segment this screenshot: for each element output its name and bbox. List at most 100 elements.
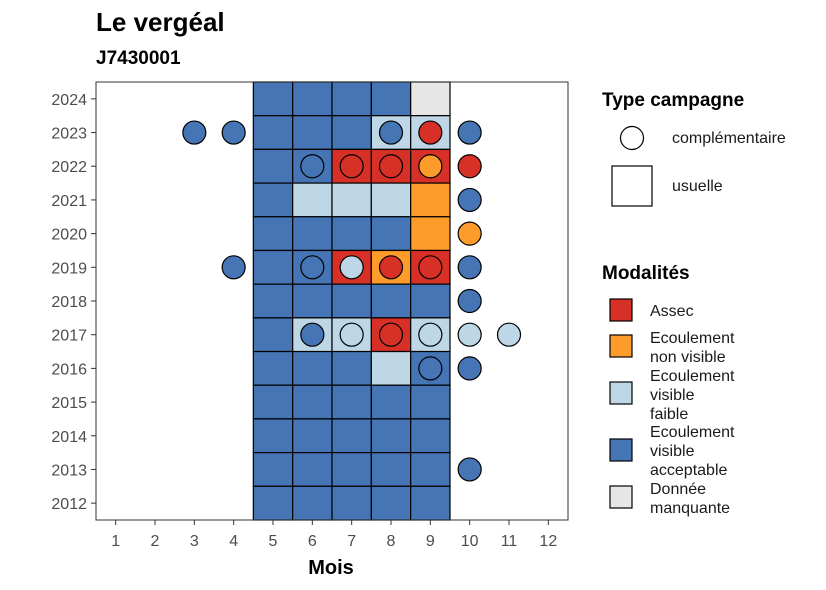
x-tick-label-6: 6 [308,533,317,550]
cell-2013-8 [370,452,412,487]
cell-2012-8 [370,485,412,521]
cell-2015-8 [370,384,412,420]
legend-key-ecoulement_visible_faible [609,381,633,405]
cell-2018-8 [370,283,412,319]
y-tick-label-2021: 2021 [51,193,87,210]
y-tick-label-2017: 2017 [51,328,87,345]
y-tick-label-2019: 2019 [51,260,87,277]
cell-2014-7 [331,418,372,454]
legend-key-assec [609,298,633,322]
cell-2012-6 [292,485,333,521]
cell-2019-5 [252,249,294,285]
y-tick-label-2014: 2014 [51,429,87,446]
legend-key-usuelle [611,165,653,207]
legend-label-ecoulement_visible_faible: faible [650,406,688,423]
legend-type-campagne: Type campagne complémentaire usuelle [602,90,786,207]
y-tick-label-2018: 2018 [51,294,87,311]
cell-2020-6 [292,216,333,252]
legend-label-ecoulement_visible_faible: Ecoulement [650,368,735,385]
legend-label-ecoulement_visible_faible: visible [650,387,695,404]
cell-2024-5 [252,81,294,117]
point-2023-3 [182,120,207,145]
cell-2013-6 [292,452,333,487]
cell-2024-6 [292,81,333,117]
point-2017-10 [457,322,482,347]
legend-label-ecoulement_visible_acceptable: acceptable [650,462,727,479]
cell-2015-7 [331,384,372,420]
chart-subtitle: J7430001 [96,48,181,69]
cell-2021-7 [331,182,372,218]
cell-2016-7 [331,350,372,386]
y-tick-label-2016: 2016 [51,361,87,378]
legend-label-donnee_manquante: Donnée [650,481,706,498]
legend-key-complementaire [619,125,645,151]
legend-label-ecoulement_visible_acceptable: visible [650,443,695,460]
point-2021-10 [457,187,482,213]
point-2017-9 [418,322,443,347]
x-tick-label-8: 8 [387,533,396,550]
cell-2021-6 [292,182,333,218]
cell-2014-8 [370,418,412,454]
usuelle-cells [252,81,451,521]
point-2018-10 [457,288,482,314]
cell-2013-5 [252,452,294,487]
legend-modalites-title: Modalités [602,263,690,284]
cell-2020-8 [370,216,412,252]
legend-label-complementaire: complémentaire [672,130,786,147]
legend-label-usuelle: usuelle [672,178,723,195]
point-2017-7 [339,322,364,347]
point-2019-4 [221,255,246,280]
cell-2015-6 [292,384,333,420]
legend-modalites: Modalités Assec Ecoulement non visible Ecou… [602,263,735,517]
x-axis: 1 2 3 4 5 6 7 8 9 10 11 12 [111,520,557,550]
cell-2014-9 [410,418,451,454]
point-2017-11 [496,322,522,347]
point-2019-7 [339,255,364,280]
y-tick-label-2022: 2022 [51,159,87,176]
point-2013-10 [457,457,482,482]
cell-2018-5 [252,283,294,319]
x-tick-label-4: 4 [229,533,238,550]
complementaire-points [182,120,522,482]
cell-2021-8 [370,182,412,218]
x-tick-label-9: 9 [426,533,435,550]
x-tick-label-5: 5 [269,533,278,550]
point-2019-9 [418,255,443,280]
cell-2014-5 [252,418,294,454]
legend-label-assec: Assec [650,303,694,320]
x-tick-label-3: 3 [190,533,199,550]
cell-2012-9 [410,485,451,521]
cell-2022-5 [252,148,294,184]
x-tick-label-2: 2 [151,533,160,550]
legend-label-ecoulement_non_visible: Ecoulement [650,330,735,347]
y-tick-label-2013: 2013 [51,462,87,479]
cell-2013-7 [331,452,372,487]
cell-2024-7 [331,81,372,117]
x-axis-title: Mois [308,557,354,579]
legend-key-ecoulement_non_visible [609,334,633,358]
cell-2014-6 [292,418,333,454]
cell-2016-5 [252,350,294,386]
cell-2016-8 [370,350,412,386]
point-2022-8 [378,154,404,179]
cell-2020-9 [410,216,451,252]
x-tick-label-12: 12 [539,533,557,550]
cell-2012-5 [252,485,294,521]
cell-2023-5 [252,115,294,150]
cell-2020-7 [331,216,372,252]
point-2023-4 [221,120,246,145]
legend-key-ecoulement_visible_acceptable [609,438,633,462]
cell-2015-5 [252,384,294,420]
cell-2018-9 [410,283,451,319]
y-tick-label-2024: 2024 [51,92,87,109]
cell-2018-7 [331,283,372,319]
point-2019-6 [300,255,325,280]
cell-2015-9 [410,384,451,420]
legend-label-donnee_manquante: manquante [650,500,730,517]
point-2022-6 [300,154,325,179]
point-2016-9 [418,356,443,381]
point-2017-6 [300,322,325,347]
x-tick-label-7: 7 [347,533,356,550]
cell-2020-5 [252,216,294,252]
y-tick-label-2012: 2012 [51,496,87,513]
